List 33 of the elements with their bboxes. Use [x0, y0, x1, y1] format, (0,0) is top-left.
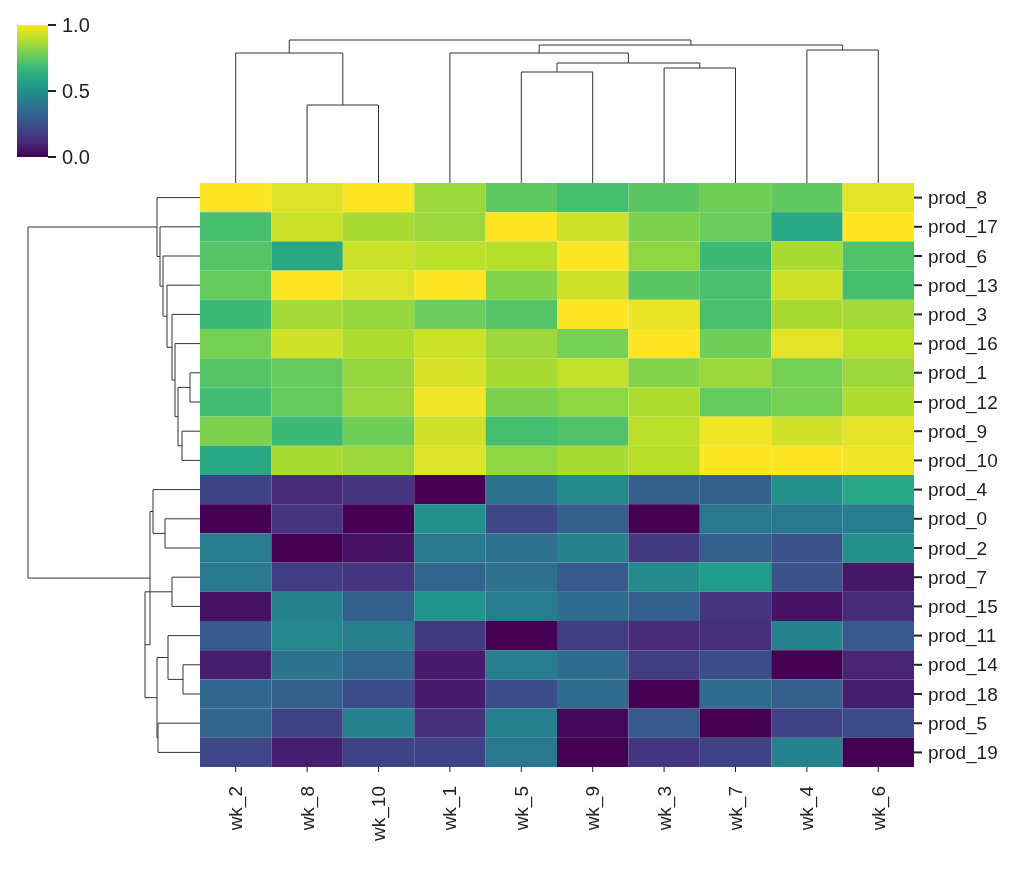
x-tick-label: wk_4 [796, 785, 819, 832]
y-tick-label: prod_2 [928, 537, 988, 560]
x-tick-label: wk_10 [368, 786, 390, 842]
y-tick-label: prod_17 [928, 216, 998, 239]
y-tick-label: prod_3 [928, 303, 988, 326]
color-bar-label: 0.0 [62, 146, 90, 168]
x-tick-label: wk_9 [582, 786, 605, 832]
y-tick-label: prod_12 [928, 391, 998, 414]
y-tick-label: prod_7 [928, 566, 988, 589]
x-tick-label: wk_2 [225, 786, 248, 832]
y-tick-label: prod_10 [928, 449, 998, 472]
y-tick-label: prod_9 [928, 420, 988, 443]
x-tick-label: wk_6 [867, 786, 890, 832]
y-tick-label: prod_8 [928, 187, 988, 210]
y-tick-label: prod_14 [928, 654, 999, 677]
x-tick-label: wk_8 [296, 786, 319, 832]
x-tick-label: wk_1 [439, 786, 462, 832]
y-tick-label: prod_15 [928, 595, 998, 618]
x-tick-label: wk_5 [510, 786, 533, 832]
x-tick-label: wk_3 [653, 786, 676, 832]
y-tick-label: prod_19 [928, 741, 998, 764]
y-tick-label: prod_18 [928, 683, 998, 706]
y-tick-label: prod_6 [928, 245, 988, 268]
y-tick-label: prod_11 [928, 625, 997, 648]
color-bar-label: 1.0 [62, 14, 90, 36]
y-tick-label: prod_0 [928, 508, 988, 531]
color-bar-label: 0.5 [62, 80, 90, 102]
x-tick-label: wk_7 [725, 786, 747, 832]
y-tick-label: prod_5 [928, 712, 988, 735]
y-tick-label: prod_13 [928, 274, 998, 297]
y-tick-label: prod_16 [928, 333, 998, 356]
y-tick-label: prod_1 [928, 362, 988, 385]
y-tick-label: prod_4 [928, 479, 988, 502]
